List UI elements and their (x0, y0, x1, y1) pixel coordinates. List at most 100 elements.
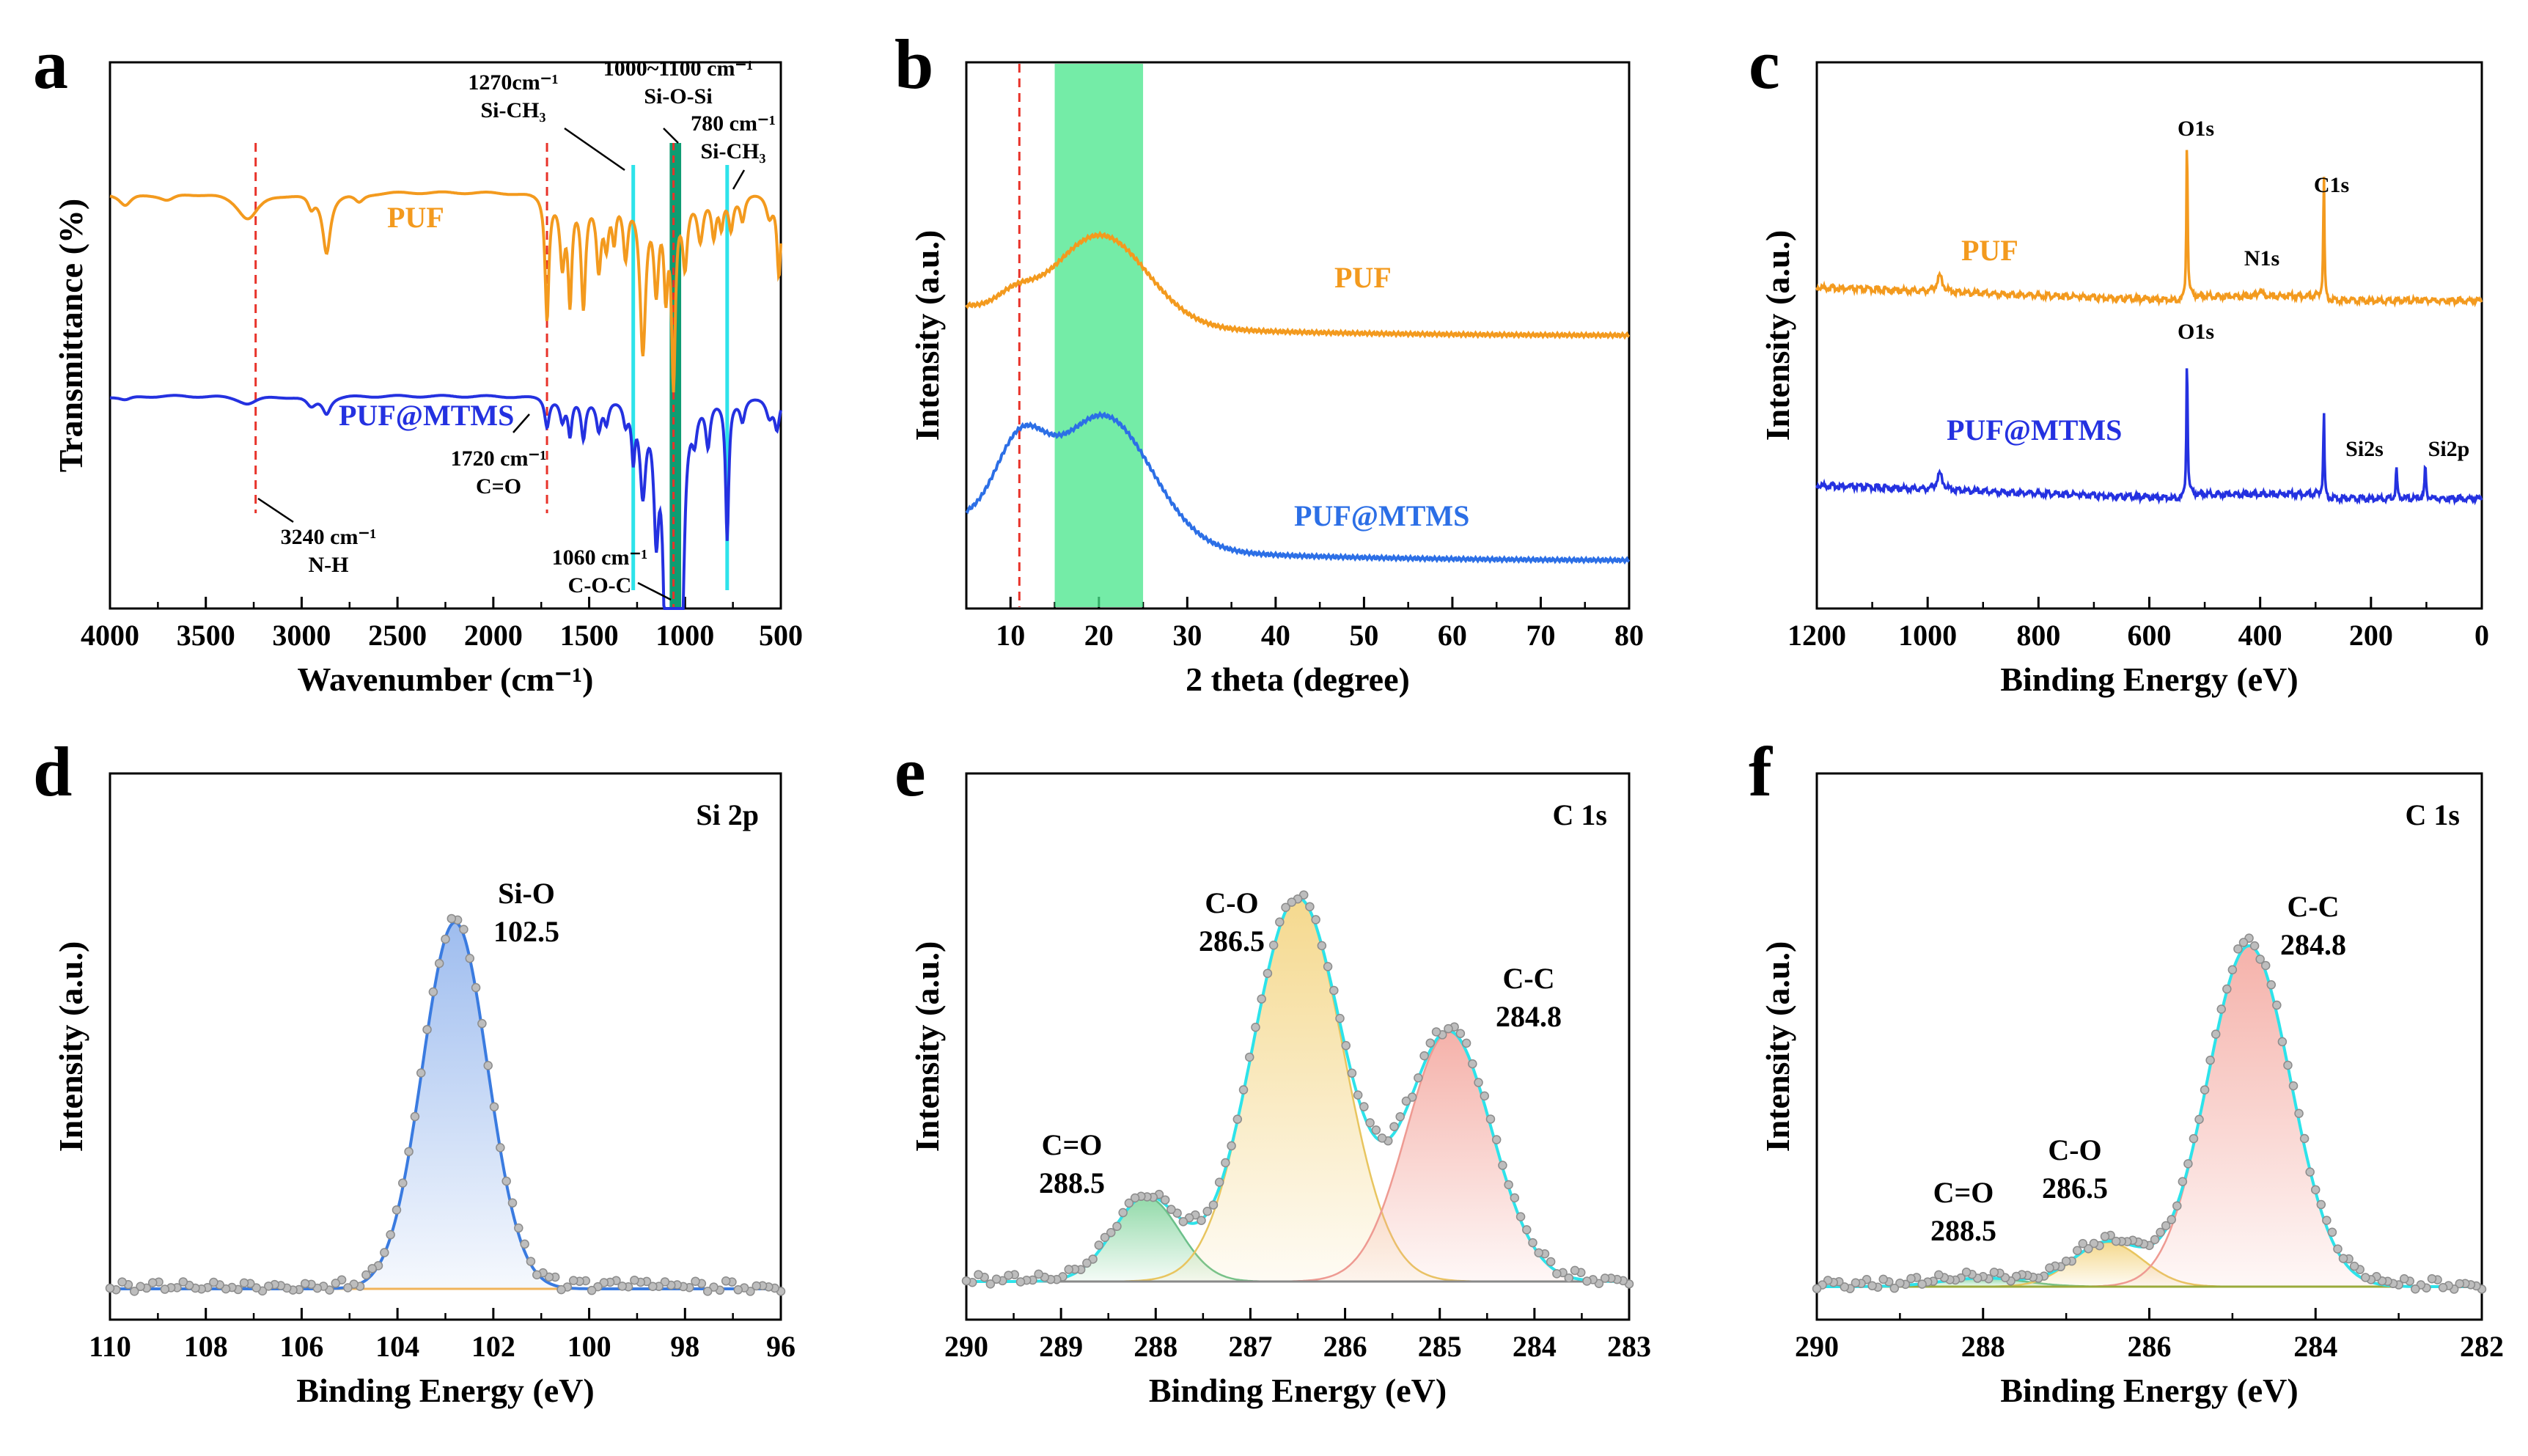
annotation-arrow (257, 497, 294, 523)
peak-label-si2p: Si2p (2428, 437, 2470, 461)
data-point (1552, 1269, 1562, 1279)
data-point (1895, 1278, 1905, 1288)
peak-label-si2s: Si2s (2345, 437, 2384, 461)
x-tick-label: 500 (759, 619, 803, 652)
data-point (733, 1285, 743, 1295)
panel-title: C 1s (1553, 798, 1607, 831)
data-point (147, 1278, 158, 1287)
panel-e: e 290 289 288 287 286 285 284 283 Binding Energy … (894, 732, 1651, 1409)
data-point (2316, 1199, 2326, 1210)
data-point (1082, 1258, 1092, 1268)
peak-label-Si-O: Si-O (498, 877, 555, 910)
data-point (117, 1277, 127, 1287)
panel-c: c 1200 1000 800 600 400 200 0 Binding Energy (eV… (1749, 25, 2489, 698)
data-point (471, 982, 481, 993)
panel-d: d 110 108 106 104 102 100 98 96 Binding Energy (e… (33, 732, 795, 1409)
annotation-arrow (637, 581, 672, 601)
data-point (1166, 1205, 1176, 1214)
panel-letter: b (894, 25, 933, 103)
data-point (2299, 1133, 2310, 1144)
data-point (361, 1270, 371, 1280)
data-point (2327, 1227, 2337, 1238)
data-point (2438, 1283, 2448, 1293)
annotation-arrow (512, 413, 530, 433)
data-point (1419, 1051, 1429, 1061)
peak-label-o1s: O1s (2178, 117, 2214, 141)
data-point (160, 1284, 170, 1294)
data-point (1934, 1270, 1944, 1280)
data-point (2211, 1029, 2221, 1039)
data-point (1353, 1090, 1363, 1100)
x-tick-label: 110 (89, 1330, 131, 1363)
peak-label-C-O: C-O (1205, 886, 1258, 919)
x-tick-label: 282 (2460, 1330, 2504, 1363)
y-axis-title: Intensity (a.u.) (908, 230, 946, 441)
peak-label-n1s: N1s (2244, 246, 2279, 271)
data-point (1504, 1180, 1513, 1190)
data-point (1480, 1091, 1490, 1101)
data-point (1564, 1273, 1574, 1283)
data-point (1425, 1038, 1436, 1048)
data-point (2194, 1114, 2204, 1125)
x-tick-label: 2500 (368, 619, 427, 652)
peak-label-C=O-value: 288.5 (1039, 1166, 1105, 1199)
data-point (1468, 1059, 1477, 1069)
peak-label-o1s: O1s (2178, 320, 2214, 344)
x-tick-label: 4000 (81, 619, 139, 652)
x-tick-label: 284 (1513, 1330, 1557, 1363)
panel-letter: e (894, 732, 926, 811)
data-point (1112, 1221, 1122, 1232)
data-point (2427, 1274, 2437, 1284)
data-point (2283, 1060, 2293, 1070)
x-tick-label: 1200 (1787, 619, 1846, 652)
series-line-puf-mtms (1815, 368, 2483, 506)
data-point (1232, 1114, 1243, 1124)
data-point (630, 1275, 639, 1285)
data-point (1214, 1177, 1224, 1187)
data-point (1431, 1027, 1441, 1037)
series-label-puf: PUF (1334, 261, 1392, 294)
x-tick-label: 283 (1607, 1330, 1651, 1363)
data-point (556, 1284, 566, 1295)
data-point (1064, 1265, 1073, 1274)
data-point (1840, 1282, 1850, 1292)
data-point (1491, 1135, 1502, 1144)
annotation-coc-sub: C-O-C (568, 573, 632, 598)
y-axis-title: Transmittance (%) (52, 199, 89, 472)
annotation-sich3_1270: 1270cm⁻¹ (468, 70, 558, 95)
data-point (514, 1223, 523, 1233)
peak-label-C-O-value: 286.5 (1199, 924, 1265, 957)
data-point (721, 1276, 731, 1286)
data-point (532, 1270, 542, 1280)
x-tick-label: 80 (1614, 619, 1644, 652)
peak-label-C=O-value: 288.5 (1930, 1214, 1996, 1247)
panel-b: b 10 20 30 40 50 60 70 80 2 theta (degree) Intensi… (894, 25, 1644, 698)
x-tick-label: 96 (766, 1330, 795, 1363)
data-point (477, 1018, 487, 1029)
series-line-puf (1815, 150, 2483, 308)
data-point (1867, 1281, 1877, 1291)
data-point (2266, 980, 2277, 990)
data-point (1118, 1207, 1128, 1218)
data-point (2272, 1000, 2282, 1010)
data-point (587, 1285, 597, 1295)
data-point (1461, 1038, 1471, 1048)
data-point (1401, 1096, 1411, 1106)
x-tick-label: 284 (2293, 1330, 2337, 1363)
x-tick-label: 60 (1438, 619, 1467, 652)
data-point (1034, 1269, 1043, 1279)
x-tick-label: 286 (2128, 1330, 2172, 1363)
data-point (1268, 941, 1279, 950)
data-point (1515, 1212, 1526, 1221)
data-point (961, 1276, 971, 1286)
x-axis-title: Wavenumber (cm⁻¹) (298, 661, 594, 698)
data-point (691, 1276, 700, 1286)
data-point (1389, 1122, 1399, 1131)
data-point (2156, 1227, 2165, 1238)
data-point (239, 1278, 249, 1288)
data-point (1094, 1240, 1104, 1250)
data-point (2249, 941, 2260, 951)
annotation-arrow (663, 128, 679, 144)
data-point (178, 1277, 188, 1287)
data-point (331, 1279, 341, 1288)
